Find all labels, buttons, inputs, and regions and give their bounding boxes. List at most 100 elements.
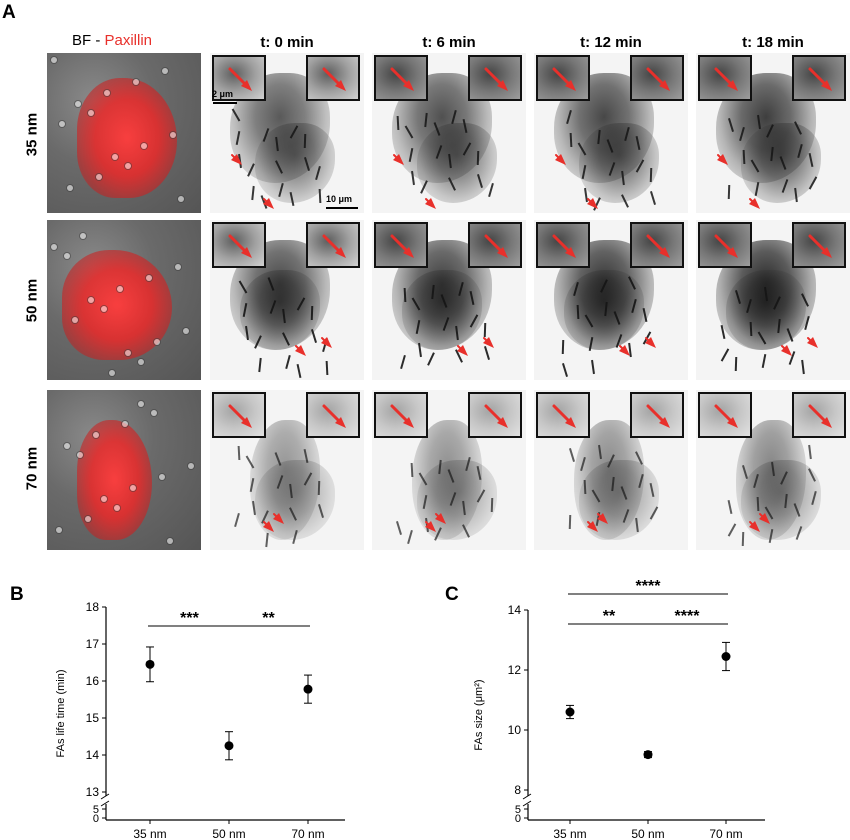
inset-red-arrow	[552, 234, 576, 258]
focal-adhesion-streak	[407, 529, 413, 545]
scale-label-large: 10 μm	[326, 194, 353, 204]
focal-adhesion-streak	[727, 523, 737, 537]
zoom-inset-1	[630, 392, 684, 438]
y-tick-label: 16	[86, 674, 100, 688]
axis-break-mark	[522, 793, 532, 800]
edge-red-arrow	[749, 521, 760, 532]
data-point	[224, 741, 234, 751]
zoom-inset-0	[536, 222, 590, 268]
zoom-inset-1	[792, 222, 846, 268]
inset-red-arrow	[228, 234, 252, 258]
cell-body	[736, 420, 806, 540]
axis-break-mark	[522, 800, 532, 807]
zoom-inset-0	[374, 222, 428, 268]
focal-adhesion-streak	[591, 359, 595, 375]
focal-adhesion-streak	[649, 191, 657, 205]
edge-red-arrow	[807, 337, 818, 348]
focal-adhesion-streak	[258, 357, 262, 373]
zoom-inset-0	[536, 55, 590, 101]
y-tick-label: 13	[86, 785, 100, 799]
inset-red-arrow	[646, 234, 670, 258]
edge-red-arrow	[717, 154, 728, 165]
focal-adhesion-streak	[400, 354, 406, 370]
edge-red-arrow	[555, 154, 566, 165]
cell-protrusion	[417, 123, 497, 203]
focal-adhesion-streak	[727, 184, 731, 200]
bf-debris-dot	[146, 275, 152, 281]
zoom-inset-0	[698, 222, 752, 268]
bf-debris-dot	[85, 516, 91, 522]
fluorescence-image-r1-c1	[372, 220, 526, 380]
inset-red-arrow	[322, 67, 346, 91]
zoom-inset-0	[374, 392, 428, 438]
bf-debris-dot	[109, 370, 115, 376]
edge-red-arrow	[263, 198, 274, 209]
time-header-1: t: 6 min	[422, 34, 476, 51]
bf-debris-dot	[96, 174, 102, 180]
bf-debris-dot	[159, 474, 165, 480]
bf-debris-dot	[138, 359, 144, 365]
focal-adhesion-streak	[561, 339, 565, 355]
cell-protrusion	[255, 123, 335, 203]
bf-debris-dot	[67, 185, 73, 191]
focal-adhesion-streak	[761, 353, 767, 369]
bf-debris-dot	[133, 79, 139, 85]
focal-adhesion-streak	[568, 514, 572, 530]
focal-adhesion-streak	[561, 363, 569, 377]
x-tick-label: 35 nm	[133, 827, 166, 840]
bf-debris-dot	[162, 68, 168, 74]
data-point	[303, 684, 313, 694]
focal-adhesion-streak	[325, 360, 329, 376]
focal-adhesion-streak	[808, 444, 812, 460]
edge-red-arrow	[749, 198, 760, 209]
zoom-inset-1	[306, 392, 360, 438]
inset-red-arrow	[714, 234, 738, 258]
axis-break-mark	[100, 800, 110, 807]
bf-debris-dot	[64, 443, 70, 449]
bf-debris-dot	[154, 339, 160, 345]
edge-red-arrow	[587, 521, 598, 532]
inset-red-arrow	[552, 67, 576, 91]
zoom-inset-1	[306, 222, 360, 268]
zoom-inset-1	[306, 55, 360, 101]
chart-c-size: 8 10 12 14 50 FAs size (μm²) 35 nm 50 nm 70 nm **…	[473, 578, 765, 840]
x-tick-label: 35 nm	[553, 827, 586, 840]
bf-debris-dot	[77, 452, 83, 458]
edge-red-arrow	[619, 345, 630, 356]
fluorescence-image-r2-c1	[372, 390, 526, 550]
bf-debris-dot	[114, 505, 120, 511]
inset-red-arrow	[646, 404, 670, 428]
bf-debris-dot	[101, 496, 107, 502]
edge-red-arrow	[781, 345, 792, 356]
inset-red-arrow	[322, 404, 346, 428]
edge-red-arrow	[321, 337, 332, 348]
significance-label: ****	[636, 578, 662, 595]
row-label-50nm: 50 nm	[23, 278, 41, 323]
inset-red-arrow	[484, 234, 508, 258]
edge-red-arrow	[759, 513, 770, 524]
bf-debris-dot	[178, 196, 184, 202]
y-tick-label: 14	[508, 603, 522, 617]
cell-protrusion	[726, 270, 806, 350]
bf-debris-dot	[130, 485, 136, 491]
chart-b-lifetime: 13 14 15 16 17 18 50 FAs life time (min) 35 nm 50…	[55, 600, 345, 840]
edge-red-arrow	[393, 154, 404, 165]
panel-label-a: A	[2, 2, 16, 23]
inset-red-arrow	[228, 67, 252, 91]
bf-debris-dot	[101, 306, 107, 312]
bf-debris-dot	[88, 297, 94, 303]
edge-red-arrow	[425, 198, 436, 209]
bf-debris-dot	[183, 328, 189, 334]
y-tick-label-broken: 5	[515, 804, 521, 816]
bf-debris-dot	[64, 253, 70, 259]
inset-red-arrow	[714, 67, 738, 91]
fluorescence-image-r0-c0	[210, 53, 364, 213]
inset-red-arrow	[228, 404, 252, 428]
edge-red-arrow	[483, 337, 494, 348]
bf-debris-dot	[104, 90, 110, 96]
fluorescence-image-r0-c1	[372, 53, 526, 213]
edge-red-arrow	[273, 513, 284, 524]
inset-red-arrow	[484, 67, 508, 91]
scale-label-small: 2 μm	[212, 89, 234, 99]
edge-red-arrow	[587, 198, 598, 209]
